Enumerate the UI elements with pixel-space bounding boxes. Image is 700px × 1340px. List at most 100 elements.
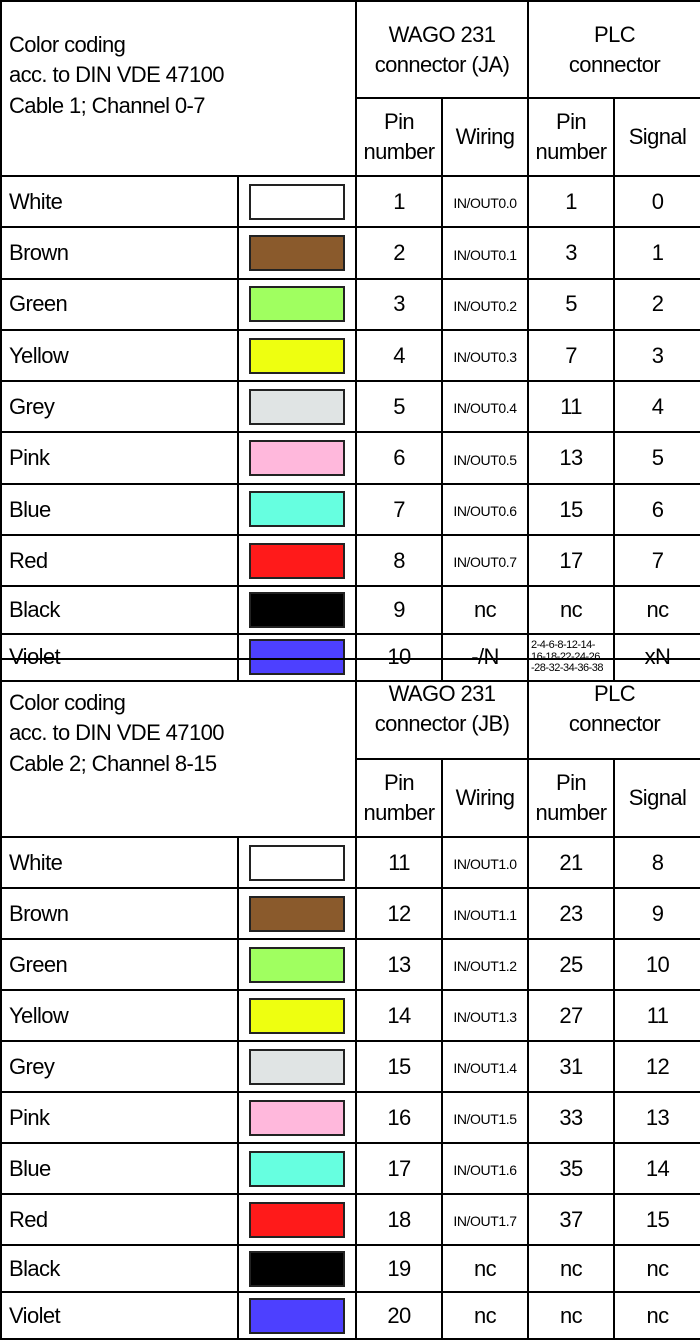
color-name-cell: Brown bbox=[0, 887, 239, 940]
color-swatch-cell bbox=[236, 989, 358, 1042]
header-line: number bbox=[363, 800, 436, 825]
color-swatch-cell bbox=[236, 836, 358, 889]
wiring-cell: nc bbox=[441, 1291, 530, 1340]
header-line: number bbox=[535, 139, 608, 164]
header-line: connector bbox=[568, 711, 661, 736]
color-swatch bbox=[249, 895, 346, 932]
color-name-cell: Black bbox=[0, 585, 239, 635]
table-row: White 1 IN/OUT0.0 1 0 bbox=[0, 174, 700, 229]
color-name-cell: Pink bbox=[0, 431, 239, 485]
color-swatch-cell bbox=[236, 938, 358, 991]
color-coding-table: Color coding acc. to DIN VDE 47100 Cable 2… bbox=[0, 658, 700, 1340]
wiring-cell: IN/OUT0.4 bbox=[441, 380, 530, 434]
wago-connector-header: WAGO 231 connector (JB) bbox=[355, 658, 530, 760]
color-name-cell: Red bbox=[0, 1193, 239, 1246]
signal-header: Signal bbox=[613, 97, 700, 177]
wago-connector-header: WAGO 231 connector (JA) bbox=[355, 0, 530, 99]
wiring-cell: nc bbox=[441, 1244, 530, 1293]
color-swatch bbox=[249, 1150, 346, 1187]
wiring-cell: IN/OUT1.0 bbox=[441, 836, 530, 889]
color-swatch bbox=[249, 844, 346, 881]
header-line: connector (JA) bbox=[374, 51, 510, 77]
plc-pin-cell: 1 bbox=[527, 174, 616, 229]
signal-cell: nc bbox=[613, 1244, 700, 1293]
plc-pin-cell: 5 bbox=[527, 277, 616, 331]
color-name-cell: Blue bbox=[0, 1142, 239, 1195]
wago-pin-cell: 7 bbox=[355, 482, 444, 537]
header-line: PLC bbox=[594, 681, 636, 707]
wiring-cell: IN/OUT1.3 bbox=[441, 989, 530, 1042]
title-line: Cable 1; Channel 0-7 bbox=[9, 92, 206, 118]
wago-pin-cell: 12 bbox=[355, 887, 444, 940]
plc-pin-cell: 37 bbox=[527, 1193, 616, 1246]
color-name-cell: Black bbox=[0, 1244, 239, 1293]
color-swatch bbox=[249, 491, 346, 528]
color-swatch-cell bbox=[236, 585, 358, 635]
plc-pin-cell: 35 bbox=[527, 1142, 616, 1195]
plc-pin-cell: 3 bbox=[527, 226, 616, 280]
wiring-cell: IN/OUT1.4 bbox=[441, 1040, 530, 1093]
table-title: Color coding acc. to DIN VDE 47100 Cable 1… bbox=[0, 0, 358, 177]
color-swatch bbox=[249, 286, 346, 323]
signal-cell: 14 bbox=[613, 1142, 700, 1195]
header-line: number bbox=[535, 800, 608, 825]
color-swatch-cell bbox=[236, 226, 358, 280]
plc-pin-cell: 21 bbox=[527, 836, 616, 889]
color-swatch bbox=[249, 1201, 346, 1238]
color-swatch-cell bbox=[236, 1091, 358, 1144]
wago-pin-cell: 1 bbox=[355, 174, 444, 229]
color-swatch bbox=[249, 234, 346, 271]
color-name-cell: Blue bbox=[0, 482, 239, 537]
plc-pin-cell: 15 bbox=[527, 482, 616, 537]
table-row: Black 19 nc nc nc bbox=[0, 1244, 700, 1293]
color-coding-table: Color coding acc. to DIN VDE 47100 Cable 1… bbox=[0, 0, 700, 682]
table-title: Color coding acc. to DIN VDE 47100 Cable 2… bbox=[0, 658, 358, 838]
wago-pin-cell: 8 bbox=[355, 534, 444, 588]
plc-pin-cell: 11 bbox=[527, 380, 616, 434]
color-swatch-cell bbox=[236, 277, 358, 331]
wago-pin-cell: 3 bbox=[355, 277, 444, 331]
plc-pin-cell: 31 bbox=[527, 1040, 616, 1093]
wiring-cell: nc bbox=[441, 585, 530, 635]
wago-pin-cell: 6 bbox=[355, 431, 444, 485]
color-name-cell: Violet bbox=[0, 1291, 239, 1340]
wiring-cell: IN/OUT0.0 bbox=[441, 174, 530, 229]
wago-pin-header: Pin number bbox=[355, 758, 444, 838]
color-swatch bbox=[249, 1250, 346, 1287]
wiring-cell: IN/OUT0.6 bbox=[441, 482, 530, 537]
wiring-cell: IN/OUT1.2 bbox=[441, 938, 530, 991]
plc-pin-cell: 27 bbox=[527, 989, 616, 1042]
wago-pin-cell: 13 bbox=[355, 938, 444, 991]
signal-cell: 7 bbox=[613, 534, 700, 588]
plc-pin-cell: nc bbox=[527, 1244, 616, 1293]
signal-cell: 6 bbox=[613, 482, 700, 537]
title-line: acc. to DIN VDE 47100 bbox=[9, 720, 224, 746]
wago-pin-cell: 5 bbox=[355, 380, 444, 434]
header-line: Pin bbox=[556, 109, 587, 135]
color-swatch-cell bbox=[236, 534, 358, 588]
plc-pin-cell: 25 bbox=[527, 938, 616, 991]
color-name-cell: Grey bbox=[0, 380, 239, 434]
color-name-cell: Pink bbox=[0, 1091, 239, 1144]
signal-cell: 4 bbox=[613, 380, 700, 434]
signal-cell: 3 bbox=[613, 328, 700, 383]
color-swatch-cell bbox=[236, 887, 358, 940]
color-swatch bbox=[249, 997, 346, 1034]
signal-cell: 9 bbox=[613, 887, 700, 940]
signal-cell: 13 bbox=[613, 1091, 700, 1144]
wago-pin-cell: 4 bbox=[355, 328, 444, 383]
title-line: acc. to DIN VDE 47100 bbox=[9, 62, 224, 88]
color-swatch-cell bbox=[236, 1193, 358, 1246]
color-swatch bbox=[249, 183, 346, 220]
signal-cell: 2 bbox=[613, 277, 700, 331]
color-swatch-cell bbox=[236, 1142, 358, 1195]
table-row: Pink 16 IN/OUT1.5 33 13 bbox=[0, 1091, 700, 1144]
color-swatch bbox=[249, 1099, 346, 1136]
color-name-cell: Red bbox=[0, 534, 239, 588]
color-name-cell: Green bbox=[0, 277, 239, 331]
wago-pin-cell: 19 bbox=[355, 1244, 444, 1293]
wiring-cell: IN/OUT0.2 bbox=[441, 277, 530, 331]
wago-pin-cell: 17 bbox=[355, 1142, 444, 1195]
color-name-cell: Green bbox=[0, 938, 239, 991]
header-line: Pin bbox=[556, 770, 587, 796]
